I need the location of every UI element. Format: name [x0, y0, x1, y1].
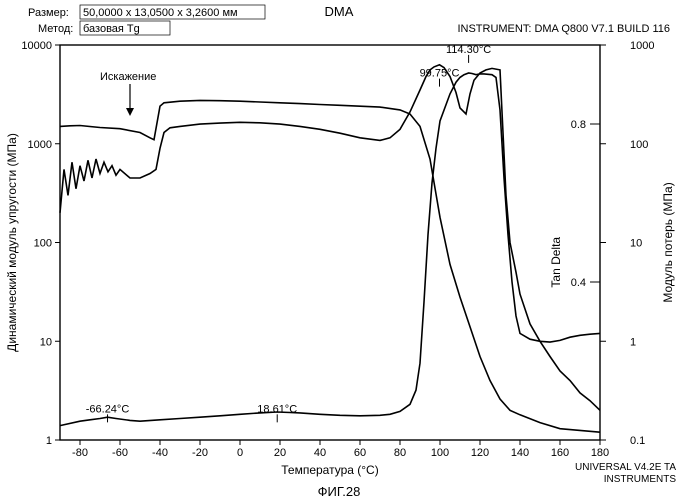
- y-right2-tick-label: 100: [630, 139, 648, 151]
- y-left-tick-label: 100: [34, 238, 52, 250]
- y-left-tick-label: 1: [46, 435, 52, 447]
- peak-label: -66.24°C: [86, 403, 130, 415]
- footer-right-1: UNIVERSAL V4.2E TA: [575, 462, 676, 473]
- y-right1-axis-label: Tan Delta: [549, 237, 563, 288]
- x-tick-label: 140: [511, 447, 529, 459]
- x-tick-label: -40: [152, 447, 168, 459]
- x-tick-label: 100: [431, 447, 449, 459]
- x-axis-label: Температура (°C): [281, 463, 378, 477]
- x-tick-label: 20: [274, 447, 286, 459]
- annotation-distortion: Искажение: [100, 71, 156, 83]
- chart-title: DMA: [325, 4, 354, 19]
- peak-label: 114.30°C: [446, 44, 491, 56]
- size-label: Размер:: [28, 7, 69, 19]
- x-tick-label: 60: [354, 447, 366, 459]
- x-tick-label: -20: [192, 447, 208, 459]
- y-right1-tick-label: 0.8: [571, 119, 586, 131]
- x-tick-label: -60: [112, 447, 128, 459]
- figure-label: ФИГ.28: [318, 484, 361, 499]
- y-left-tick-label: 10000: [21, 40, 52, 52]
- y-right2-tick-label: 0.1: [630, 435, 645, 447]
- y-right2-axis-label: Модуль потерь (МПа): [661, 182, 675, 302]
- y-right1-tick-label: 0.4: [571, 277, 586, 289]
- peak-label: 18.61°C: [257, 403, 297, 415]
- series-tan_delta: [60, 73, 600, 426]
- series-loss_modulus_MPa: [60, 65, 600, 411]
- x-tick-label: 160: [551, 447, 569, 459]
- y-right2-tick-label: 1000: [630, 40, 654, 52]
- x-tick-label: 180: [591, 447, 609, 459]
- peak-label: 99.75°C: [420, 68, 460, 80]
- x-tick-label: -80: [72, 447, 88, 459]
- instrument-line: INSTRUMENT: DMA Q800 V7.1 BUILD 116: [457, 23, 670, 35]
- x-tick-label: 120: [471, 447, 489, 459]
- y-left-axis-label: Динамический модуль упругости (МПа): [5, 133, 19, 352]
- y-right2-tick-label: 10: [630, 238, 642, 250]
- y-left-tick-label: 1000: [28, 139, 52, 151]
- method-value: базовая Tg: [83, 23, 140, 35]
- y-right2-tick-label: 1: [630, 336, 636, 348]
- method-label: Метод:: [38, 23, 73, 35]
- footer-right-2: INSTRUMENTS: [604, 474, 677, 485]
- x-tick-label: 40: [314, 447, 326, 459]
- y-left-tick-label: 10: [40, 336, 52, 348]
- arrow-head-icon: [126, 108, 134, 116]
- x-tick-label: 0: [237, 447, 243, 459]
- size-value: 50,0000 x 13,0500 x 3,2600 мм: [83, 7, 238, 19]
- series-storage_modulus_MPa: [60, 100, 600, 432]
- x-tick-label: 80: [394, 447, 406, 459]
